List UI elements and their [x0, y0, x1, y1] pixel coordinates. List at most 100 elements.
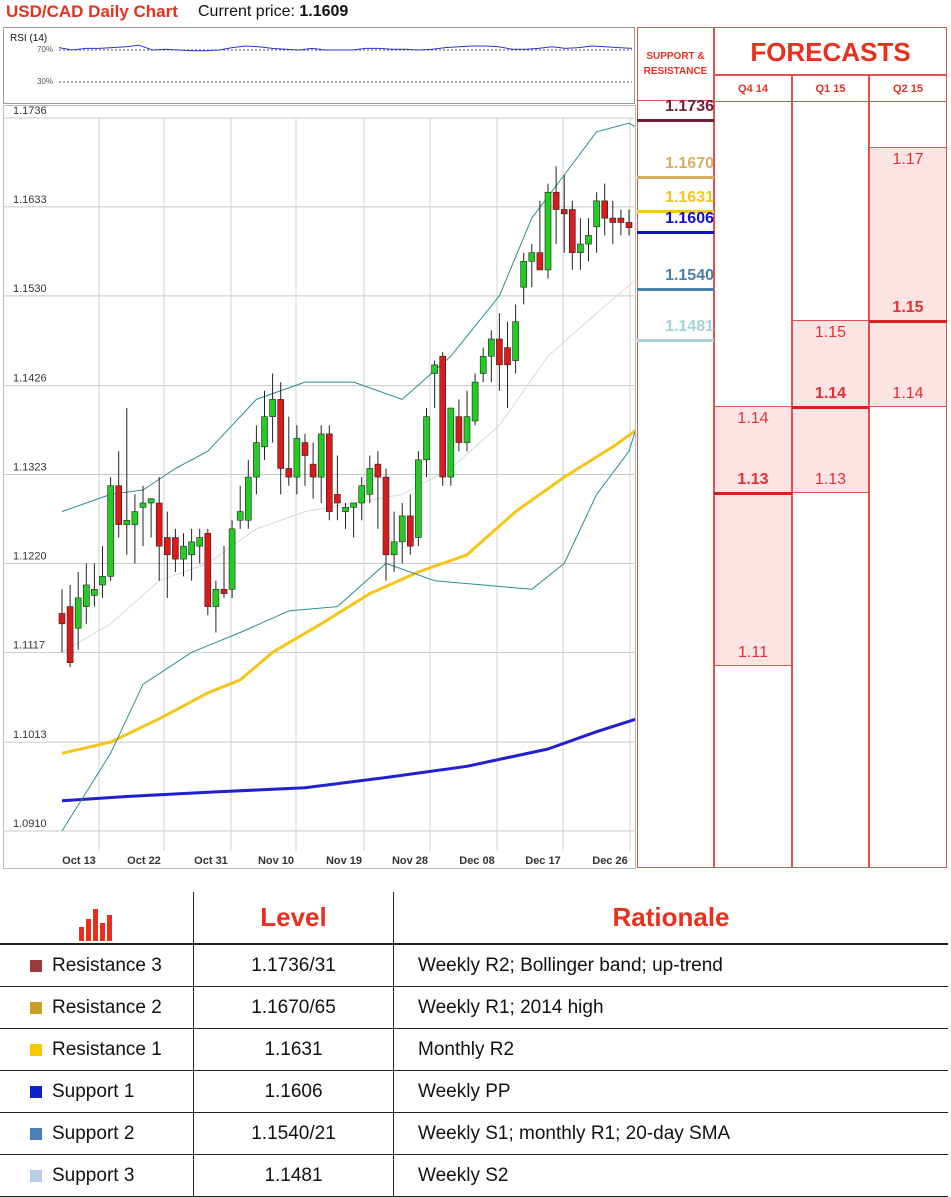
candle-body [139, 502, 147, 508]
candle-body [91, 589, 98, 596]
candle-body [107, 485, 114, 577]
candle-body [285, 468, 293, 478]
row-rationale: Weekly R2; Bollinger band; up-trend [393, 944, 948, 987]
row-color-swatch [30, 1169, 42, 1182]
forecast-mid-line [869, 319, 947, 323]
sr-level-label: 1.1481 [665, 318, 714, 336]
row-color-swatch [30, 1085, 42, 1098]
forecast-mid-line [714, 492, 792, 496]
row-name-cell: Support 3 [0, 1154, 194, 1197]
forecast-low-line [869, 406, 947, 408]
y-tick-label: 1.1220 [13, 550, 47, 562]
candle-body [188, 541, 195, 556]
candle-body [577, 243, 584, 253]
candle-body [253, 442, 260, 478]
forecast-low-line [792, 492, 869, 494]
sr-level-bar [637, 288, 714, 292]
y-tick-label: 1.0910 [13, 818, 47, 830]
row-name: Support 3 [52, 1164, 135, 1186]
row-name: Resistance 3 [52, 954, 162, 976]
rsi-level-high: 70% [37, 45, 54, 54]
row-color-swatch [30, 1001, 42, 1014]
forecast-range-band [714, 407, 792, 666]
forecast-column-header: Q4 14 [714, 75, 792, 102]
candle-body [520, 260, 528, 288]
row-color-swatch [30, 1127, 42, 1140]
row-name-cell: Resistance 1 [0, 1028, 194, 1071]
sr-level-bar [637, 119, 714, 122]
price-chart: 1.1736 1.1633 1.1530 1.1426 1.1323 1.1220 1.11… [3, 105, 636, 869]
forecast-range-band [869, 148, 947, 408]
candle-body [317, 433, 325, 478]
forecast-high-line [869, 147, 947, 149]
candle-body [536, 252, 544, 271]
candle-body [487, 338, 495, 357]
candle-body [568, 209, 576, 253]
row-name: Resistance 2 [52, 996, 162, 1018]
levels-table: Level Rationale Resistance 3 1.1736/31 Wee… [0, 892, 948, 1197]
forecast-high-value: 1.15 [814, 323, 847, 341]
sr-level-label: 1.1540 [665, 267, 714, 285]
forecast-low-line [714, 664, 792, 666]
sr-level-label: 1.1736 [665, 98, 714, 115]
bar-chart-icon [78, 909, 112, 941]
candle-body [431, 364, 438, 374]
row-name-cell: Resistance 2 [0, 986, 194, 1029]
candle-body [609, 217, 617, 223]
candle-body [455, 416, 463, 443]
row-level: 1.1481 [193, 1154, 394, 1197]
x-tick-label: Nov 28 [392, 855, 428, 867]
x-tick-label: Dec 17 [525, 855, 560, 867]
forecast-mid-value: 1.13 [737, 471, 769, 489]
sr-column [637, 27, 714, 868]
forecast-high-line [792, 319, 869, 321]
y-tick-label: 1.1323 [13, 462, 47, 474]
row-name-cell: Support 1 [0, 1070, 194, 1113]
forecast-column-header: Q1 15 [792, 75, 869, 102]
sr-header-line1: SUPPORT & [646, 51, 705, 62]
sr-level-bar [637, 175, 714, 179]
candle-body [261, 416, 268, 448]
candle-body [350, 502, 357, 508]
forecast-high-line [714, 406, 792, 408]
forecast-column-header: Q2 15 [869, 75, 947, 102]
rsi-line [58, 44, 633, 52]
row-rationale: Weekly S2 [393, 1154, 948, 1197]
candle-body [99, 576, 106, 586]
candle-body [560, 209, 568, 215]
candle-body [423, 416, 430, 461]
rsi-title: RSI (14) [10, 33, 48, 44]
candle-body [496, 338, 503, 366]
candle-body [164, 537, 171, 556]
candle-body [544, 191, 552, 271]
candle-body [325, 433, 333, 512]
forecast-low-value: 1.13 [814, 471, 847, 489]
row-rationale: Weekly S1; monthly R1; 20-day SMA [393, 1112, 948, 1155]
table-header-level: Level [193, 892, 394, 945]
candle-body [552, 191, 560, 210]
sr-level-bar [637, 231, 714, 235]
candle-body [277, 399, 285, 469]
table-row: Support 3 1.1481 Weekly S2 [0, 1154, 948, 1197]
row-level: 1.1631 [193, 1028, 394, 1071]
y-tick-label: 1.1013 [13, 729, 47, 741]
current-price: Current price: 1.1609 [198, 3, 348, 21]
table-header-icon [0, 892, 194, 945]
candle-body [269, 399, 276, 417]
candle-body [512, 321, 519, 361]
candle-body [196, 537, 203, 547]
sr-header-line2: RESISTANCE [643, 66, 708, 77]
x-tick-label: Oct 13 [62, 855, 96, 867]
candle-body [220, 589, 228, 594]
row-name: Support 2 [52, 1122, 135, 1144]
candle-body [123, 519, 131, 525]
candle-body [358, 485, 366, 504]
candle-body [74, 597, 82, 629]
candle-body [236, 511, 244, 521]
table-row: Resistance 3 1.1736/31 Weekly R2; Bollinge… [0, 944, 948, 987]
x-tick-label: Dec 08 [459, 855, 494, 867]
forecast-mid-value: 1.15 [892, 298, 924, 316]
rsi-panel: RSI (14) 70% 30% [3, 27, 635, 104]
table-header-row: Level Rationale [0, 892, 948, 945]
candle-body [415, 459, 422, 538]
